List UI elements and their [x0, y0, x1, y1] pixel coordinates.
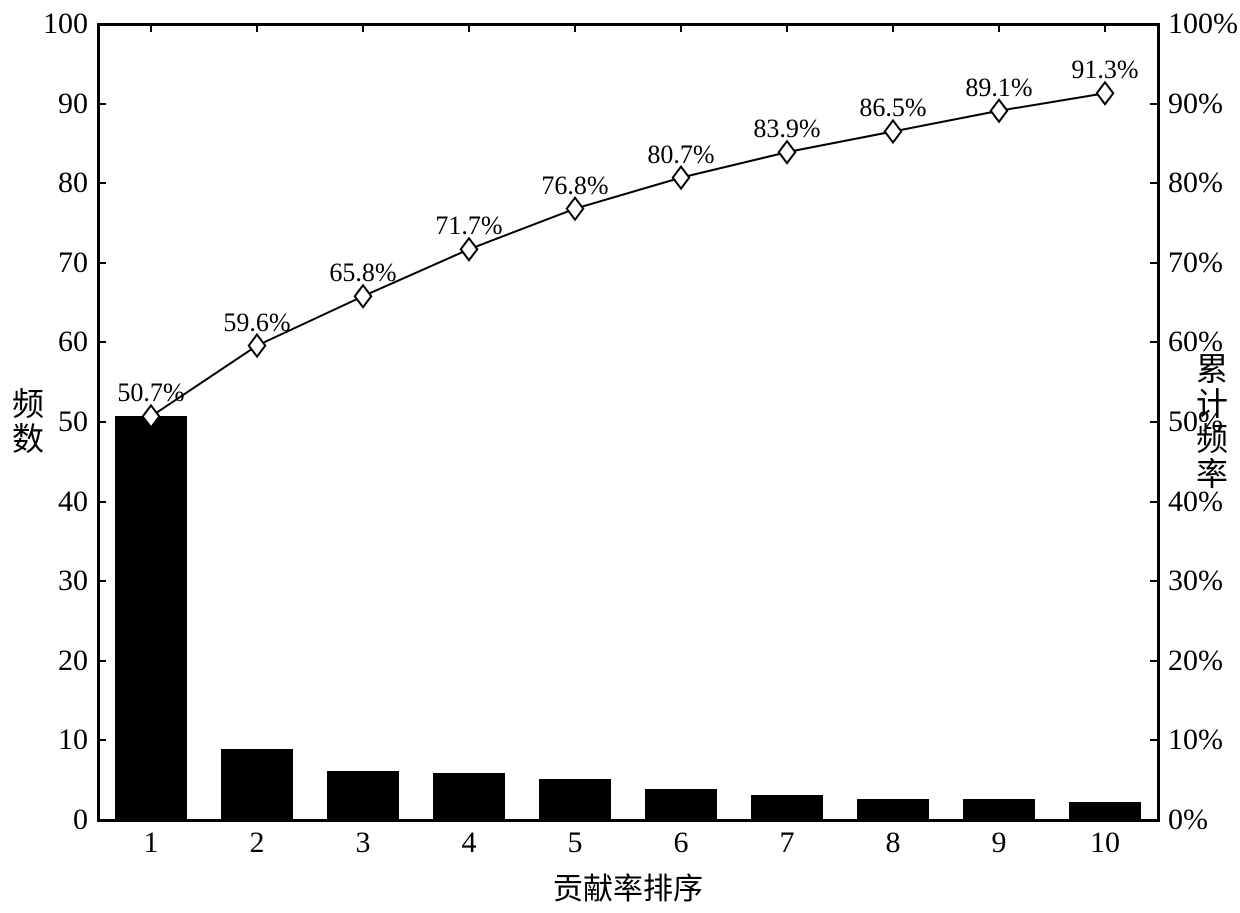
line-data-label: 80.7%: [647, 140, 714, 170]
x-tick-top: [998, 24, 1000, 32]
y-right-tick-label: 90%: [1168, 87, 1223, 121]
y-right-tick: [1150, 421, 1158, 423]
x-tick-top: [362, 24, 364, 32]
x-tick-top: [256, 24, 258, 32]
y-left-tick-label: 100: [43, 7, 88, 41]
line-data-label: 91.3%: [1071, 55, 1138, 85]
line-data-label: 89.1%: [965, 73, 1032, 103]
y-left-tick-label: 90: [58, 87, 88, 121]
pareto-chart: 1234567891001020304050607080901000%10%20…: [0, 0, 1240, 913]
bar: [645, 789, 717, 820]
y-right-axis-label: 累计频率: [1192, 352, 1232, 493]
y-right-tick: [1150, 660, 1158, 662]
x-tick-label: 1: [144, 826, 159, 860]
y-right-tick: [1150, 739, 1158, 741]
x-tick-label: 9: [992, 826, 1007, 860]
x-tick-top: [892, 24, 894, 32]
x-tick-label: 10: [1090, 826, 1120, 860]
line-data-label: 65.8%: [329, 258, 396, 288]
y-left-tick: [98, 341, 106, 343]
y-right-tick-label: 80%: [1168, 166, 1223, 200]
y-left-tick: [98, 819, 106, 821]
x-tick-label: 8: [886, 826, 901, 860]
line-data-label: 83.9%: [753, 114, 820, 144]
x-tick-top: [150, 24, 152, 32]
y-left-tick: [98, 739, 106, 741]
y-left-tick: [98, 660, 106, 662]
bar: [539, 779, 611, 820]
x-tick-top: [468, 24, 470, 32]
y-right-tick-label: 70%: [1168, 246, 1223, 280]
bar: [115, 416, 187, 820]
y-left-tick-label: 70: [58, 246, 88, 280]
x-tick-label: 7: [780, 826, 795, 860]
x-tick-top: [786, 24, 788, 32]
y-left-tick: [98, 501, 106, 503]
x-tick-label: 4: [462, 826, 477, 860]
bar: [433, 773, 505, 820]
page: 1234567891001020304050607080901000%10%20…: [0, 0, 1240, 913]
y-left-tick: [98, 103, 106, 105]
y-right-tick: [1150, 341, 1158, 343]
bar: [857, 799, 929, 820]
y-left-tick-label: 0: [73, 803, 88, 837]
y-left-tick-label: 80: [58, 166, 88, 200]
x-axis-label: 贡献率排序: [553, 864, 703, 908]
y-right-tick: [1150, 580, 1158, 582]
x-tick-label: 2: [250, 826, 265, 860]
y-left-tick: [98, 182, 106, 184]
bar: [327, 771, 399, 820]
y-left-tick-label: 40: [58, 485, 88, 519]
y-left-tick: [98, 23, 106, 25]
y-right-tick-label: 20%: [1168, 644, 1223, 678]
x-tick-label: 5: [568, 826, 583, 860]
bar: [1069, 802, 1141, 820]
bar: [963, 799, 1035, 820]
y-left-axis-label: 频数: [8, 387, 48, 457]
x-tick-top: [1104, 24, 1106, 32]
plot-area: [98, 24, 1158, 820]
y-right-tick: [1150, 23, 1158, 25]
y-right-tick-label: 0%: [1168, 803, 1208, 837]
bar: [751, 795, 823, 820]
y-left-tick: [98, 262, 106, 264]
y-left-tick-label: 20: [58, 644, 88, 678]
line-data-label: 71.7%: [435, 211, 502, 241]
y-right-tick-label: 30%: [1168, 564, 1223, 598]
y-left-tick: [98, 421, 106, 423]
y-right-tick: [1150, 103, 1158, 105]
x-tick-top: [574, 24, 576, 32]
x-tick-label: 3: [356, 826, 371, 860]
line-data-label: 86.5%: [859, 93, 926, 123]
line-data-label: 50.7%: [117, 378, 184, 408]
bar: [221, 749, 293, 820]
y-right-tick: [1150, 819, 1158, 821]
line-data-label: 59.6%: [223, 308, 290, 338]
y-left-tick: [98, 580, 106, 582]
y-right-tick: [1150, 262, 1158, 264]
y-left-tick-label: 60: [58, 325, 88, 359]
y-left-tick-label: 50: [58, 405, 88, 439]
y-right-tick-label: 10%: [1168, 723, 1223, 757]
y-right-tick: [1150, 501, 1158, 503]
y-right-tick: [1150, 182, 1158, 184]
x-tick-top: [680, 24, 682, 32]
line-data-label: 76.8%: [541, 171, 608, 201]
y-right-tick-label: 100%: [1168, 7, 1238, 41]
x-tick-label: 6: [674, 826, 689, 860]
y-left-tick-label: 10: [58, 723, 88, 757]
y-left-tick-label: 30: [58, 564, 88, 598]
